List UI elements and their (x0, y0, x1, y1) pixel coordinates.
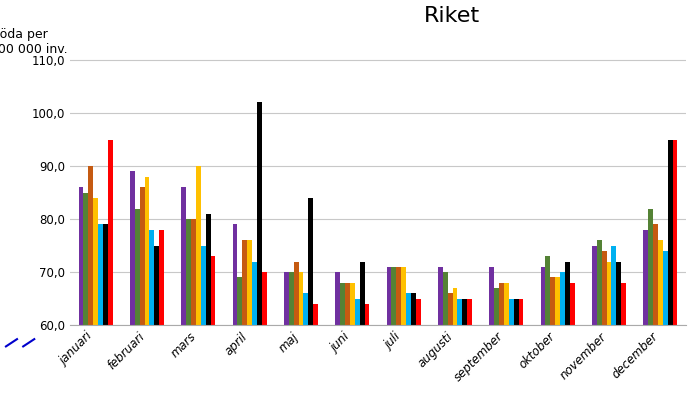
Bar (201, 246, 206, 325)
Bar (345, 283, 350, 325)
Bar (135, 208, 140, 325)
Bar (308, 198, 313, 325)
Bar (313, 304, 318, 325)
Bar (565, 261, 570, 325)
Bar (499, 283, 504, 325)
Bar (663, 251, 668, 325)
Bar (438, 267, 443, 325)
Bar (257, 102, 262, 325)
Bar (262, 272, 267, 325)
Bar (453, 288, 457, 325)
Bar (247, 240, 252, 325)
Bar (504, 283, 509, 325)
Bar (365, 304, 370, 325)
Bar (340, 283, 345, 325)
Bar (406, 294, 411, 325)
Bar (303, 294, 308, 325)
Bar (621, 283, 626, 325)
Bar (514, 299, 519, 325)
Bar (289, 272, 294, 325)
Bar (83, 193, 88, 325)
Bar (416, 299, 421, 325)
Bar (391, 267, 396, 325)
Bar (211, 256, 216, 325)
Bar (555, 277, 560, 325)
Bar (616, 261, 621, 325)
Bar (467, 299, 472, 325)
Bar (130, 171, 135, 325)
Bar (668, 140, 673, 325)
Bar (607, 261, 611, 325)
Bar (181, 187, 186, 325)
Bar (196, 166, 201, 325)
Bar (159, 230, 164, 325)
Bar (78, 187, 83, 325)
Bar (443, 272, 448, 325)
Bar (401, 267, 406, 325)
Bar (154, 246, 159, 325)
Bar (88, 166, 93, 325)
Bar (284, 272, 289, 325)
Bar (149, 230, 154, 325)
Bar (140, 187, 145, 325)
Bar (108, 140, 113, 325)
Bar (191, 219, 196, 325)
Bar (294, 261, 299, 325)
Bar (232, 224, 237, 325)
Bar (602, 251, 607, 325)
Bar (448, 294, 453, 325)
Bar (597, 240, 602, 325)
Bar (350, 283, 355, 325)
Bar (145, 177, 149, 325)
Bar (411, 294, 416, 325)
Bar (494, 288, 499, 325)
Bar (93, 198, 98, 325)
Bar (252, 261, 257, 325)
Bar (462, 299, 467, 325)
Bar (592, 246, 597, 325)
Bar (540, 267, 545, 325)
Bar (457, 299, 462, 325)
Bar (206, 214, 211, 325)
Bar (570, 283, 575, 325)
Bar (611, 246, 616, 325)
Bar (509, 299, 514, 325)
Bar (643, 230, 648, 325)
Bar (560, 272, 565, 325)
Bar (550, 277, 555, 325)
Bar (386, 267, 391, 325)
Text: Döda per
100 000 inv.: Döda per 100 000 inv. (0, 28, 67, 55)
Bar (489, 267, 494, 325)
Bar (186, 219, 191, 325)
Bar (396, 267, 401, 325)
Bar (103, 224, 108, 325)
Bar (299, 272, 303, 325)
Bar (360, 261, 365, 325)
Bar (648, 208, 653, 325)
Bar (98, 224, 103, 325)
Bar (653, 224, 658, 325)
Bar (237, 277, 242, 325)
Bar (519, 299, 524, 325)
Bar (242, 240, 247, 325)
Title: Riket: Riket (424, 6, 480, 26)
Bar (545, 256, 550, 325)
Bar (335, 272, 340, 325)
Bar (355, 299, 360, 325)
Bar (658, 240, 663, 325)
Bar (673, 140, 678, 325)
